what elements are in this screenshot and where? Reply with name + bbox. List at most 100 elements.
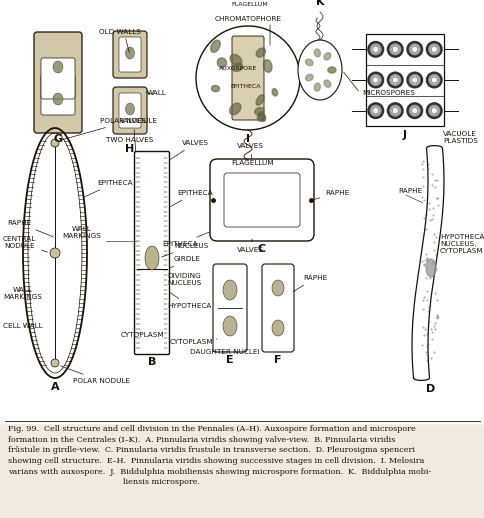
Text: VACUOLE
PLASTIDS: VACUOLE PLASTIDS — [442, 131, 477, 144]
Circle shape — [406, 41, 422, 57]
Ellipse shape — [229, 103, 241, 115]
FancyBboxPatch shape — [119, 37, 141, 72]
Text: EPITHECA: EPITHECA — [170, 190, 212, 207]
FancyBboxPatch shape — [41, 74, 75, 115]
Ellipse shape — [223, 280, 237, 300]
Ellipse shape — [223, 316, 237, 336]
Ellipse shape — [257, 114, 264, 121]
Ellipse shape — [258, 112, 265, 121]
Ellipse shape — [272, 280, 284, 296]
Ellipse shape — [272, 89, 277, 96]
Bar — [365, 34, 443, 126]
Text: EPITHECA: EPITHECA — [230, 84, 261, 89]
Ellipse shape — [272, 320, 284, 336]
Text: G: G — [53, 134, 62, 144]
Ellipse shape — [327, 67, 335, 73]
Text: VALVES: VALVES — [237, 143, 263, 158]
Circle shape — [425, 41, 441, 57]
Text: CENTRAL
NODULE: CENTRAL NODULE — [3, 236, 47, 252]
Circle shape — [425, 103, 441, 119]
Text: J: J — [402, 130, 406, 140]
Circle shape — [430, 108, 436, 113]
Circle shape — [411, 77, 417, 83]
FancyBboxPatch shape — [34, 32, 82, 133]
Circle shape — [370, 105, 380, 116]
Ellipse shape — [256, 48, 265, 57]
Ellipse shape — [305, 75, 313, 81]
Circle shape — [51, 139, 59, 147]
Text: POLAR NODULE: POLAR NODULE — [60, 366, 130, 384]
Text: I: I — [245, 134, 249, 144]
Text: RAPHE: RAPHE — [397, 188, 422, 194]
Ellipse shape — [231, 63, 242, 71]
Text: TWO HALVES: TWO HALVES — [106, 137, 153, 143]
Ellipse shape — [125, 103, 134, 115]
Ellipse shape — [211, 85, 219, 92]
Text: K: K — [315, 0, 324, 7]
Text: MICROSPORES: MICROSPORES — [361, 90, 414, 96]
Text: CELL WALL: CELL WALL — [3, 323, 43, 329]
Text: HYPOTHECA: HYPOTHECA — [166, 293, 211, 309]
FancyBboxPatch shape — [113, 31, 147, 78]
Circle shape — [372, 77, 378, 83]
Circle shape — [50, 248, 60, 258]
Ellipse shape — [425, 259, 435, 277]
FancyBboxPatch shape — [119, 93, 141, 128]
Text: VALVES: VALVES — [170, 140, 209, 160]
Text: FLAGELLUM: FLAGELLUM — [231, 160, 273, 166]
Polygon shape — [23, 128, 87, 378]
Text: A: A — [51, 382, 59, 392]
Circle shape — [387, 41, 402, 57]
FancyBboxPatch shape — [261, 264, 293, 352]
Ellipse shape — [210, 40, 220, 52]
FancyBboxPatch shape — [113, 87, 147, 134]
Text: WALL
MARKINGS: WALL MARKINGS — [3, 286, 42, 299]
FancyBboxPatch shape — [231, 36, 263, 120]
Ellipse shape — [229, 54, 242, 65]
Ellipse shape — [314, 49, 320, 57]
Ellipse shape — [53, 61, 63, 73]
Text: EPITHECA: EPITHECA — [162, 232, 209, 247]
Text: H: H — [125, 144, 135, 154]
Ellipse shape — [254, 108, 263, 115]
Polygon shape — [411, 146, 443, 380]
Text: RAPHE: RAPHE — [7, 220, 53, 237]
Circle shape — [411, 47, 417, 52]
Text: NUCLEUS: NUCLEUS — [161, 243, 208, 257]
Text: E: E — [226, 355, 233, 365]
Ellipse shape — [125, 47, 134, 59]
Ellipse shape — [145, 246, 159, 270]
Circle shape — [196, 26, 300, 130]
Circle shape — [392, 77, 397, 83]
Text: RAPHE: RAPHE — [314, 190, 348, 199]
Circle shape — [408, 44, 419, 54]
Text: WALL
MARKINGS: WALL MARKINGS — [62, 226, 101, 239]
Circle shape — [389, 75, 400, 85]
Text: Fig. 99.  Cell structure and cell division in the Pennales (A–H). Auxospore form: Fig. 99. Cell structure and cell divisio… — [8, 425, 430, 486]
Ellipse shape — [217, 58, 226, 67]
Ellipse shape — [327, 67, 335, 73]
Text: OLD WALLS: OLD WALLS — [99, 29, 141, 35]
Circle shape — [428, 75, 439, 85]
Ellipse shape — [323, 53, 330, 60]
Text: F: F — [273, 355, 281, 365]
Circle shape — [372, 108, 378, 113]
Circle shape — [51, 359, 59, 367]
Text: VALVES: VALVES — [120, 118, 147, 152]
Text: AUXOSPORE: AUXOSPORE — [218, 66, 257, 71]
Circle shape — [408, 75, 419, 85]
Circle shape — [389, 105, 400, 116]
Ellipse shape — [314, 83, 320, 91]
Text: GIRDLE: GIRDLE — [170, 256, 200, 268]
Text: C: C — [257, 244, 266, 254]
Text: POLAR NODULE: POLAR NODULE — [60, 118, 157, 140]
Ellipse shape — [323, 80, 330, 88]
Circle shape — [406, 103, 422, 119]
Ellipse shape — [305, 59, 313, 66]
Circle shape — [367, 103, 383, 119]
FancyBboxPatch shape — [210, 159, 313, 241]
Text: VALVES: VALVES — [237, 239, 263, 253]
Ellipse shape — [256, 95, 264, 105]
Text: RAPHE: RAPHE — [293, 275, 327, 292]
Ellipse shape — [297, 40, 341, 100]
